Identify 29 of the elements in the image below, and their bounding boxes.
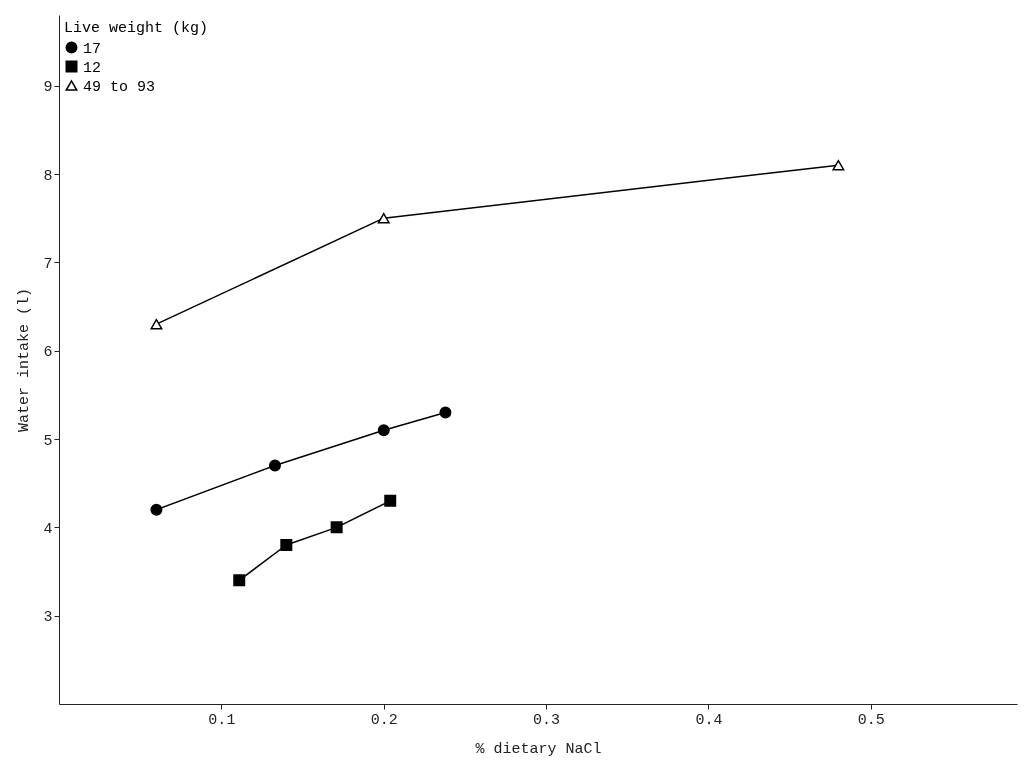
- y-tick-label: 5: [43, 432, 53, 450]
- x-tick-label: 0.5: [857, 711, 885, 729]
- y-tick-label: 3: [43, 609, 53, 627]
- x-tick-label: 0.3: [533, 711, 561, 729]
- point: [280, 539, 293, 551]
- y-tick-label: 8: [43, 167, 53, 185]
- point: [150, 503, 163, 516]
- point: [150, 318, 163, 330]
- legend-label: 12: [83, 59, 102, 77]
- y-tick-label: 6: [43, 344, 53, 362]
- legend-label: 17: [83, 40, 102, 58]
- legend-label: 49 to 93: [83, 78, 156, 96]
- point: [384, 494, 397, 507]
- y-tick-label: 4: [43, 520, 53, 538]
- y-tick-label: 7: [43, 255, 53, 273]
- y-axis-title: Water intake (l): [16, 287, 34, 433]
- x-axis-title: % dietary NaCl: [475, 740, 602, 758]
- x-tick-label: 0.1: [208, 711, 236, 729]
- point: [439, 406, 452, 419]
- point: [268, 459, 281, 472]
- point: [330, 521, 343, 534]
- point: [832, 159, 845, 171]
- x-tick-label: 0.4: [695, 711, 723, 729]
- point: [377, 424, 390, 437]
- point: [233, 574, 246, 587]
- point: [377, 212, 390, 224]
- y-tick-label: 9: [43, 79, 53, 97]
- legend-title: Live weight (kg): [64, 20, 209, 37]
- x-tick-label: 0.2: [370, 711, 398, 729]
